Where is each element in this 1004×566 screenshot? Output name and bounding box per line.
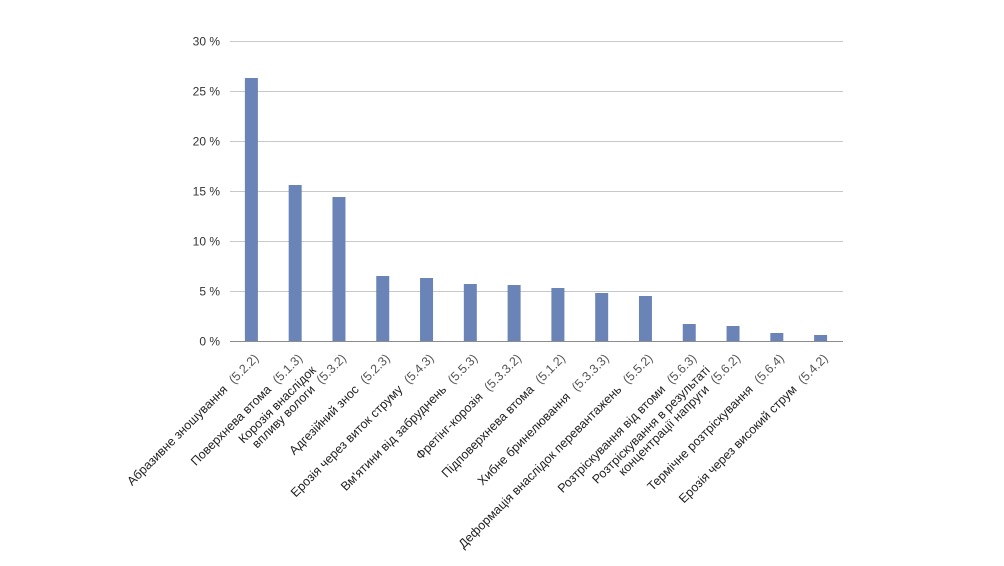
bar (244, 78, 258, 341)
y-tick-label: 25 % (193, 85, 221, 99)
y-tick-label: 10 % (193, 235, 221, 249)
category-code: (5.4.3) (401, 351, 436, 386)
y-tick-label: 5 % (199, 285, 220, 299)
x-axis-labels: Абразивне зношування(5.2.2)Поверхнева вт… (124, 351, 830, 551)
bar (638, 296, 652, 341)
category-code: (5.1.2) (533, 351, 568, 386)
bar (551, 288, 565, 341)
category-code: (5.5.2) (620, 351, 655, 386)
y-tick-label: 20 % (193, 135, 221, 149)
bars (244, 78, 828, 341)
bar (420, 278, 434, 341)
category-name: Розтріскування в результаті (590, 363, 713, 486)
y-axis-ticks: 0 % 5 % 10 % 15 % 20 % 25 % 30 % (193, 35, 221, 349)
bar (288, 185, 302, 341)
y-tick-label: 0 % (199, 335, 220, 349)
bar (770, 333, 784, 341)
gridlines (230, 41, 843, 342)
category-code: (5.3.3.3) (569, 351, 612, 394)
bar (507, 285, 521, 341)
bar (682, 324, 696, 341)
category-code: (5.6.4) (751, 351, 786, 386)
bar (814, 335, 828, 341)
y-tick-label: 30 % (193, 35, 221, 49)
y-tick-label: 15 % (193, 185, 221, 199)
category-code: (5.4.2) (795, 351, 830, 386)
category-code: (5.3.2) (314, 351, 349, 386)
x-tick-label-line: Розтріскування в результаті (590, 363, 713, 486)
bar (463, 284, 477, 341)
bar (332, 197, 346, 341)
bar (376, 276, 390, 341)
category-code: (5.2.2) (226, 351, 261, 386)
category-code: (5.5.3) (445, 351, 480, 386)
category-code: (5.2.3) (357, 351, 392, 386)
bar (726, 326, 740, 341)
bar (595, 293, 609, 341)
category-code: (5.6.2) (708, 351, 743, 386)
category-code: (5.3.3.2) (481, 351, 524, 394)
